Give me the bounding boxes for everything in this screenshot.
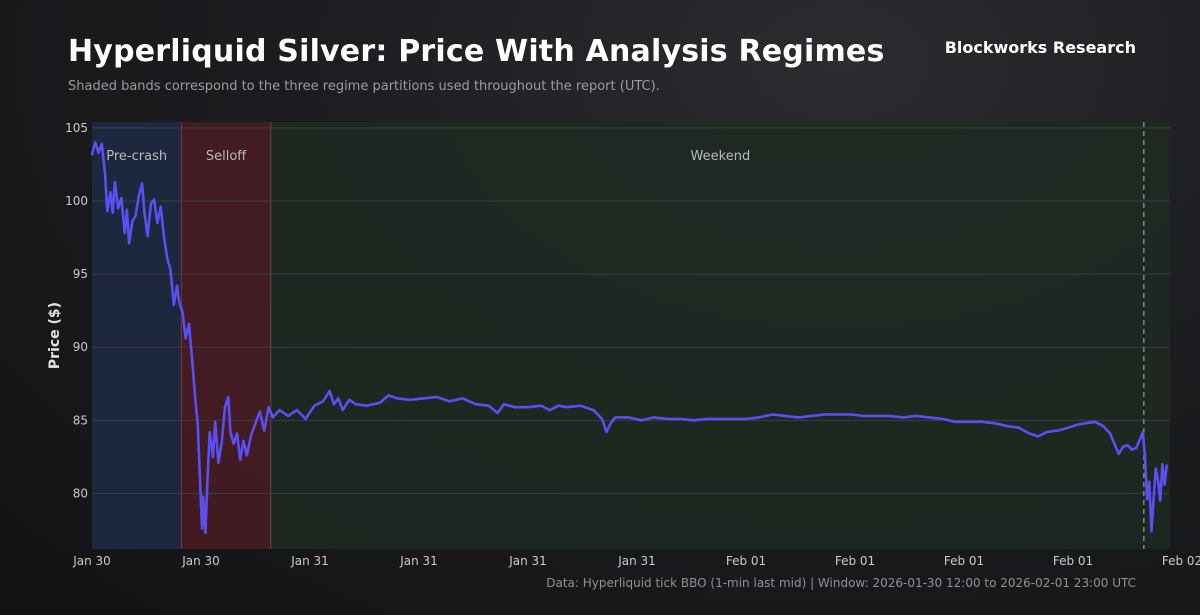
data-source-note: Data: Hyperliquid tick BBO (1-min last m… (546, 576, 1136, 590)
chart-title: Hyperliquid Silver: Price With Analysis … (68, 34, 885, 69)
y-tick-label: 105 (65, 121, 88, 135)
y-axis-ticks: 80 85 90 95 100 105 (65, 121, 88, 501)
regime-band-weekend (270, 122, 1170, 549)
x-tick-label: Feb 01 (835, 554, 875, 568)
y-tick-label: 85 (73, 413, 88, 427)
x-tick-label: Feb 01 (944, 554, 984, 568)
regime-bands: Pre-crash Selloff Weekend (92, 122, 1170, 549)
x-tick-label: Jan 31 (508, 554, 547, 568)
x-tick-label: Feb 01 (1053, 554, 1093, 568)
series-layer (90, 141, 1168, 535)
x-tick-label: Jan 31 (617, 554, 656, 568)
y-tick-label: 80 (73, 486, 88, 500)
regime-label-pre-crash: Pre-crash (106, 149, 167, 164)
regime-markers (180, 122, 1145, 549)
x-tick-label: Jan 31 (290, 554, 329, 568)
chart-subtitle: Shaded bands correspond to the three reg… (68, 79, 660, 94)
price-series-line (90, 141, 1168, 535)
x-tick-label: Jan 30 (72, 554, 111, 568)
x-tick-label: Feb 01 (726, 554, 766, 568)
y-axis-label: Price ($) (47, 302, 63, 369)
gridlines (92, 127, 1170, 494)
y-tick-label: 90 (73, 340, 88, 354)
x-tick-label: Jan 30 (181, 554, 220, 568)
x-tick-label: Feb 02 (1162, 554, 1200, 568)
x-tick-label: Jan 31 (399, 554, 438, 568)
regime-label-weekend: Weekend (691, 149, 751, 164)
x-axis-ticks: Jan 30 Jan 30 Jan 31 Jan 31 Jan 31 Jan 31 Feb … (72, 554, 1200, 568)
y-tick-label: 100 (65, 194, 88, 208)
regime-band-selloff (181, 122, 271, 549)
regime-label-selloff: Selloff (206, 149, 247, 164)
y-tick-label: 95 (73, 267, 88, 281)
brand-label: Blockworks Research (944, 38, 1136, 57)
